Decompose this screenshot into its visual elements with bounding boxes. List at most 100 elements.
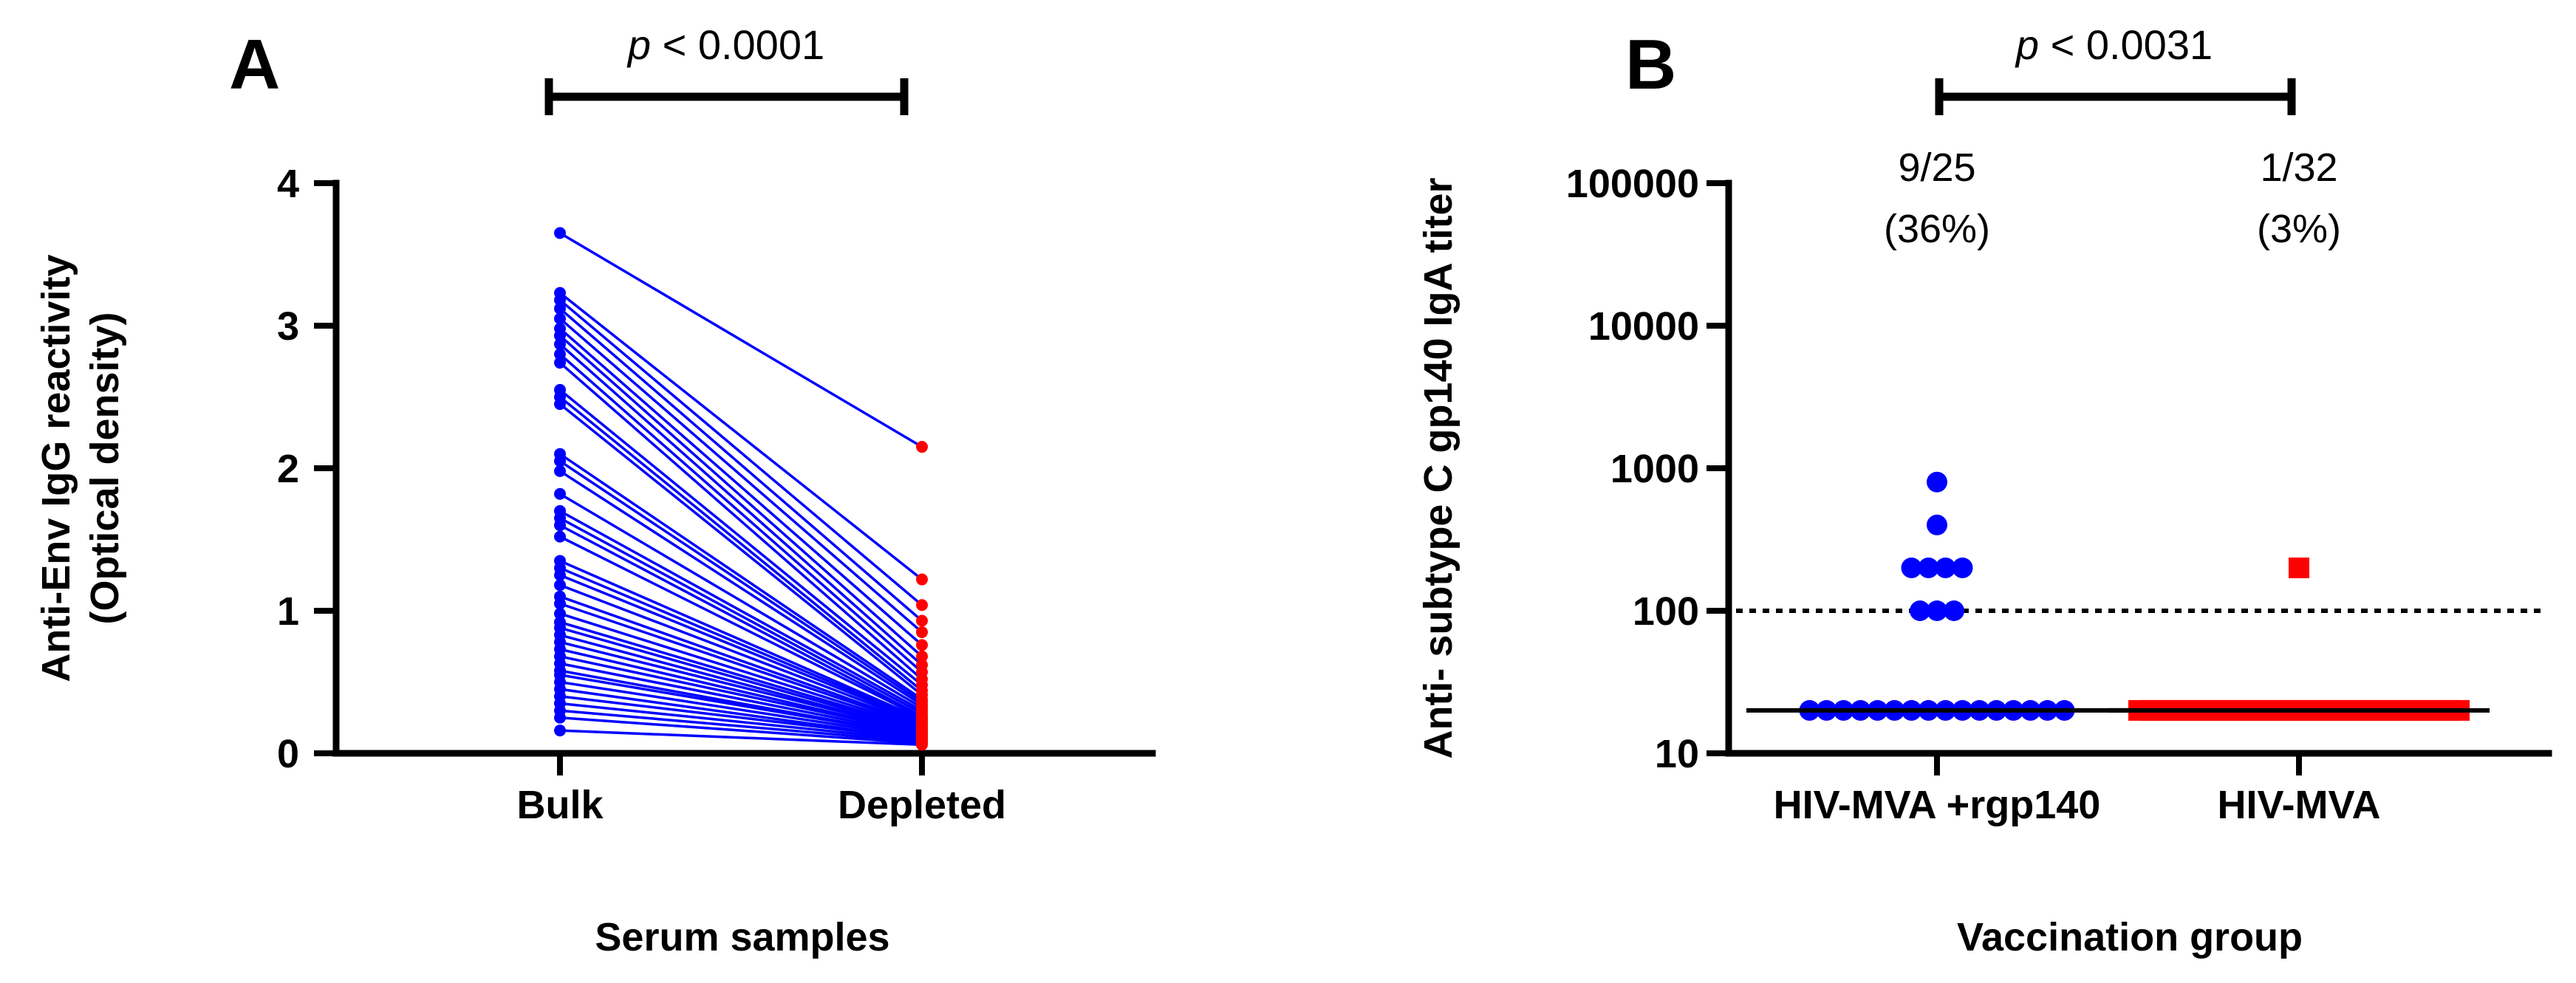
panel-a-pair-line [559,232,923,448]
panel-a-pair-line [558,343,923,666]
panel-a-depleted-point [916,441,928,453]
panel-b-y-tick-label: 10000 [1588,304,1699,349]
panel-b-y-tick-label: 100 [1633,589,1699,634]
panel-a-pair-line [558,361,923,680]
panel-b-p-value: p < 0.0031 [2015,21,2213,68]
panel-a-x-tick-label: Depleted [838,783,1006,827]
panel-a-bulk-point [554,312,566,325]
panel-a-significance: p < 0.0001 [544,21,909,115]
panel-a-bulk-point [554,530,566,543]
panel-a-pair-line [559,702,923,742]
panel-a-bulk-point [554,348,566,360]
panel-a-pair-line [559,626,923,732]
panel-a-pair-line [559,493,923,709]
panel-a-pair-line [559,470,923,706]
panel-a-pair-line [559,595,923,727]
panel-a-pair-line [559,680,923,739]
panel-b-significance: p < 0.0031 [1935,21,2296,115]
panel-b-points [1799,471,2470,721]
panel-a-y-tick-label: 0 [277,732,299,776]
panel-b-annotation-group1-percent: (36%) [1884,207,1990,251]
panel-b-rgp140-point [1952,557,1973,578]
panel-a-bulk-point [554,569,566,581]
panel-a-y-tick-label: 4 [277,162,299,206]
panel-a-depleted-point [916,639,928,651]
panel-b-letter: B [1625,25,1676,104]
panel-b-y-axis-title: Anti- subtype C gp140 IgA titer [1416,177,1460,758]
panel-b-rgp140-point [1910,600,1930,621]
panel-a-bulk-point [554,579,566,592]
panel-a-x-tick-label: Bulk [516,783,604,827]
panel-b-p-text: < 0.0031 [2039,21,2213,68]
panel-a-paired-lines [558,232,923,747]
panel-a-pair-line [559,566,923,722]
panel-b-mva-point [2289,557,2309,578]
panel-a-pair-line [558,403,923,696]
panel-b: B p < 0.0031 9/25 (36%) 1/32 (3%) 10 100 1… [1416,21,2552,959]
panel-a-p-symbol: p [626,21,651,68]
panel-a-pair-line [558,388,923,686]
panel-a-pair-line [559,459,923,703]
panel-a-y-tick-label: 3 [277,304,299,349]
panel-a-pair-line [559,510,923,712]
panel-a-pair-line [559,640,923,733]
panel-a-pair-line [559,695,923,741]
panel-b-y-tick-label: 1000 [1610,447,1699,491]
panel-a-bulk-point [554,294,566,306]
panel-b-rgp140-point [1927,600,1947,621]
panel-a-pair-line [558,353,923,674]
panel-b-annotation-group2-count: 1/32 [2260,145,2337,190]
panel-a-pair-line [559,574,923,724]
panel-a-pair-line [558,307,923,622]
panel-a-bulk-point [554,455,566,467]
panel-a-bulk-point [554,338,566,351]
panel-b-y-ticks: 10 100 1000 10000 100000 [1566,162,1729,776]
panel-a-pair-line [559,453,923,701]
panel-b-rgp140-point [1901,557,1922,578]
panel-a: A p < 0.0001 0 1 2 3 4 Bulk Depleted Anti-Env… [34,21,1156,959]
panel-a-pair-line [558,298,923,606]
panel-b-rgp140-point [1944,600,1964,621]
panel-a-depleted-point [916,650,928,662]
panel-a-bulk-point [554,597,566,610]
panel-a-x-ticks: Bulk Depleted [516,753,1006,827]
panel-a-p-value: p < 0.0001 [626,21,824,68]
panel-a-pair-line [559,602,923,727]
panel-a-pair-line [559,674,923,738]
panel-a-bulk-point [554,519,566,532]
panel-a-bulk-point [554,725,566,737]
panel-a-letter: A [229,25,280,104]
panel-a-bulk-point [554,302,566,315]
panel-a-pair-line [559,620,923,730]
panel-a-pair-line [558,318,923,634]
panel-b-x-axis-title: Vaccination group [1957,915,2303,959]
panel-b-annotation-group1-count: 9/25 [1898,145,1975,190]
panel-a-bulk-point [554,607,566,620]
panel-a-y-tick-label: 1 [277,589,299,634]
panel-a-pair-line [559,559,923,721]
panel-a-pair-line [559,583,923,725]
panel-a-pair-line [559,535,923,719]
panel-b-rgp140-point [1927,514,1947,535]
panel-a-y-axis-title-line1: Anti-Env IgG reactivity [34,254,78,682]
panel-b-annotation-group2-percent: (3%) [2257,207,2341,251]
panel-a-y-axis-title-line2: (Optical density) [83,312,127,624]
panel-a-pair-line [558,292,923,580]
panel-a-bulk-point [554,711,566,724]
panel-a-bulk-point [554,227,566,239]
panel-a-pair-line [558,396,923,692]
panel-a-depleted-point [916,599,928,612]
panel-b-y-tick-label: 10 [1655,732,1699,776]
panel-a-pair-line [559,729,923,747]
panel-a-pair-line [559,709,923,744]
panel-a-x-axis-title: Serum samples [595,915,889,959]
panel-a-pair-line [559,655,923,735]
panel-b-x-tick-label: HIV-MVA +rgp140 [1774,783,2101,827]
panel-a-depleted-point [916,626,928,638]
panel-a-bulk-point [554,398,566,411]
panel-b-p-symbol: p [2015,21,2039,68]
panel-a-y-tick-label: 2 [277,447,299,491]
panel-a-pair-line [559,612,923,729]
panel-a-bulk-point [554,357,566,369]
